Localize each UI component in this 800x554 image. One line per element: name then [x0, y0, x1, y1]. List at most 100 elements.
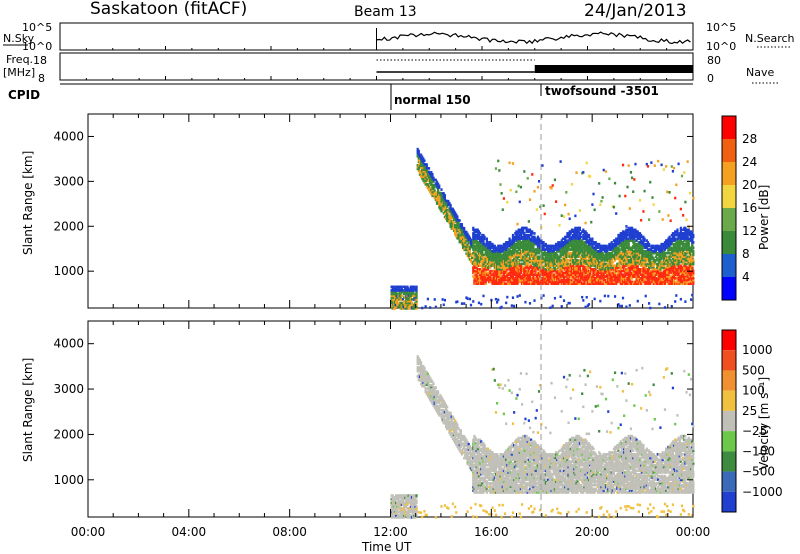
heat-cell: [406, 294, 409, 298]
heat-cell: [515, 278, 518, 282]
heat-cell: [500, 277, 503, 280]
heat-cell: [625, 235, 628, 239]
heat-cell: [545, 244, 549, 248]
heat-cell: [566, 250, 569, 253]
heat-cell: [503, 250, 507, 253]
heat-cell: [506, 277, 509, 280]
heat-cell: [657, 253, 660, 257]
heat-cell: [438, 193, 441, 197]
heat-cell: [464, 245, 467, 248]
heat-cell: [431, 190, 434, 194]
heat-cell: [528, 277, 532, 280]
heat-cell: [477, 264, 481, 268]
heat-cell: [486, 273, 490, 277]
heat-cell: [686, 278, 689, 282]
heat-cell: [473, 255, 476, 259]
heat-cell: [513, 251, 516, 255]
heat-cell: [593, 273, 596, 277]
heat-cell: [661, 255, 664, 259]
heat-cell: [600, 246, 603, 250]
heat-cell: [551, 277, 554, 280]
heat-cell: [576, 282, 579, 286]
heat-cell: [595, 259, 599, 262]
heat-cell: [442, 204, 445, 208]
heat-cell: [641, 269, 644, 273]
heat-cell: [542, 268, 545, 271]
heat-cell: [511, 268, 515, 271]
heat-cell: [502, 260, 506, 264]
heat-cell: [624, 268, 627, 271]
heat-cell: [578, 268, 582, 271]
heat-cell: [468, 258, 471, 261]
heat-cell: [498, 271, 501, 275]
freq-trace: [376, 59, 693, 73]
heat-cell: [579, 262, 583, 266]
heat-cell: [518, 255, 521, 259]
heat-cell: [393, 512, 397, 515]
heat-cell: [413, 287, 416, 290]
heat-cell: [623, 248, 626, 251]
heat-cell: [413, 305, 416, 308]
heat-cell: [421, 177, 424, 180]
heat-cell: [667, 250, 670, 253]
heat-cell: [517, 273, 520, 277]
heat-cell: [553, 257, 557, 260]
heat-cell: [476, 260, 479, 264]
heat-cell: [476, 264, 479, 268]
heat-cell: [589, 264, 592, 268]
heat-cell: [675, 251, 678, 255]
heat-cell: [655, 269, 659, 273]
heat-cell: [679, 264, 682, 268]
heat-cell: [663, 260, 667, 264]
heat-cell: [623, 259, 626, 262]
heat-cell: [576, 232, 579, 235]
heat-cell: [620, 275, 623, 278]
heat-cell: [549, 278, 552, 282]
heat-cell: [502, 266, 506, 269]
heat-cell: [620, 244, 623, 248]
heat-cell: [399, 298, 402, 301]
heat-cell: [518, 271, 521, 275]
heat-cell: [534, 259, 537, 262]
heat-cell: [523, 233, 526, 237]
heat-cell: [581, 264, 584, 268]
heat-cell: [541, 271, 544, 275]
power-heatmap: [390, 147, 695, 310]
heat-cell: [577, 230, 580, 233]
heat-cell: [417, 160, 420, 164]
heat-cell: [433, 185, 436, 189]
heat-cell: [431, 185, 434, 189]
heat-cell: [635, 264, 638, 268]
heat-cell: [600, 262, 603, 266]
heat-cell: [515, 253, 518, 257]
heat-cell: [482, 257, 485, 260]
heat-cell: [510, 278, 513, 282]
heat-cell: [625, 251, 628, 255]
heat-cell: [654, 244, 658, 248]
heat-cell: [644, 260, 647, 264]
heat-cell: [662, 262, 665, 266]
heat-cell: [519, 271, 523, 275]
heat-cell: [515, 233, 518, 237]
heat-cell: [607, 275, 610, 278]
heat-cell: [531, 253, 534, 257]
heat-cell: [624, 262, 627, 266]
heat-cell: [549, 246, 552, 250]
heat-cell: [390, 289, 393, 292]
heat-cell: [619, 251, 622, 255]
heat-cell: [655, 282, 659, 286]
heat-cell: [596, 280, 600, 284]
heat-cell: [638, 246, 642, 250]
heat-cell: [539, 244, 542, 248]
heat-cell: [560, 266, 563, 269]
heat-cell: [513, 235, 516, 239]
heat-cell: [608, 271, 611, 275]
heat-cell: [390, 301, 393, 305]
heat-cell: [505, 271, 508, 275]
heat-cell: [524, 242, 527, 246]
heat-cell: [483, 244, 486, 248]
heat-cell: [399, 305, 402, 308]
heat-cell: [444, 206, 448, 210]
heat-cell: [558, 275, 561, 278]
